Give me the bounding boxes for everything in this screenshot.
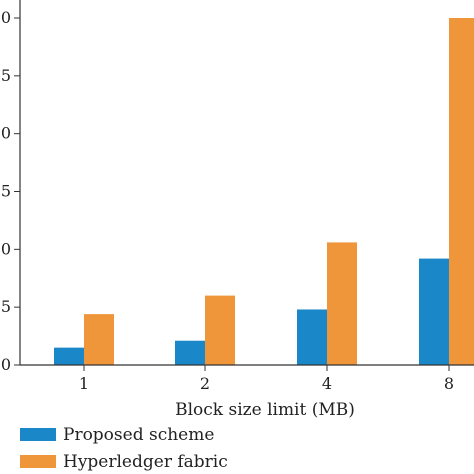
plot-frame [19, 0, 474, 366]
y-tick-label: 0 [1, 8, 11, 27]
legend-swatch [20, 428, 56, 441]
legend: Proposed scheme Hyperledger fabric [20, 425, 228, 472]
bar-hyperledger-fabric [205, 295, 235, 365]
y-tick-label: 5 [1, 66, 11, 85]
x-tick-label: 4 [322, 374, 332, 393]
bar-hyperledger-fabric [449, 18, 474, 365]
x-axis-title: Block size limit (MB) [175, 400, 355, 420]
x-tick-label: 2 [200, 374, 210, 393]
y-axis: 0 5 0 5 0 5 0 [1, 8, 20, 374]
legend-label: Hyperledger fabric [63, 452, 228, 472]
y-tick-label: 5 [1, 182, 11, 201]
bar-proposed-scheme [54, 347, 84, 365]
y-tick-label: 0 [1, 124, 11, 143]
legend-swatch [20, 455, 56, 468]
y-tick-label: 5 [1, 297, 11, 316]
x-tick-label: 1 [79, 374, 89, 393]
y-tick-label: 0 [1, 355, 11, 374]
y-tick-label: 0 [1, 239, 11, 258]
bar-proposed-scheme [175, 340, 205, 365]
bar-proposed-scheme [419, 258, 449, 365]
bar-hyperledger-fabric [327, 242, 357, 365]
x-axis: 1 2 4 8 [79, 365, 454, 393]
bars [54, 18, 474, 365]
bar-proposed-scheme [297, 309, 327, 365]
legend-label: Proposed scheme [63, 425, 214, 445]
x-tick-label: 8 [444, 374, 454, 393]
bar-hyperledger-fabric [84, 314, 114, 365]
